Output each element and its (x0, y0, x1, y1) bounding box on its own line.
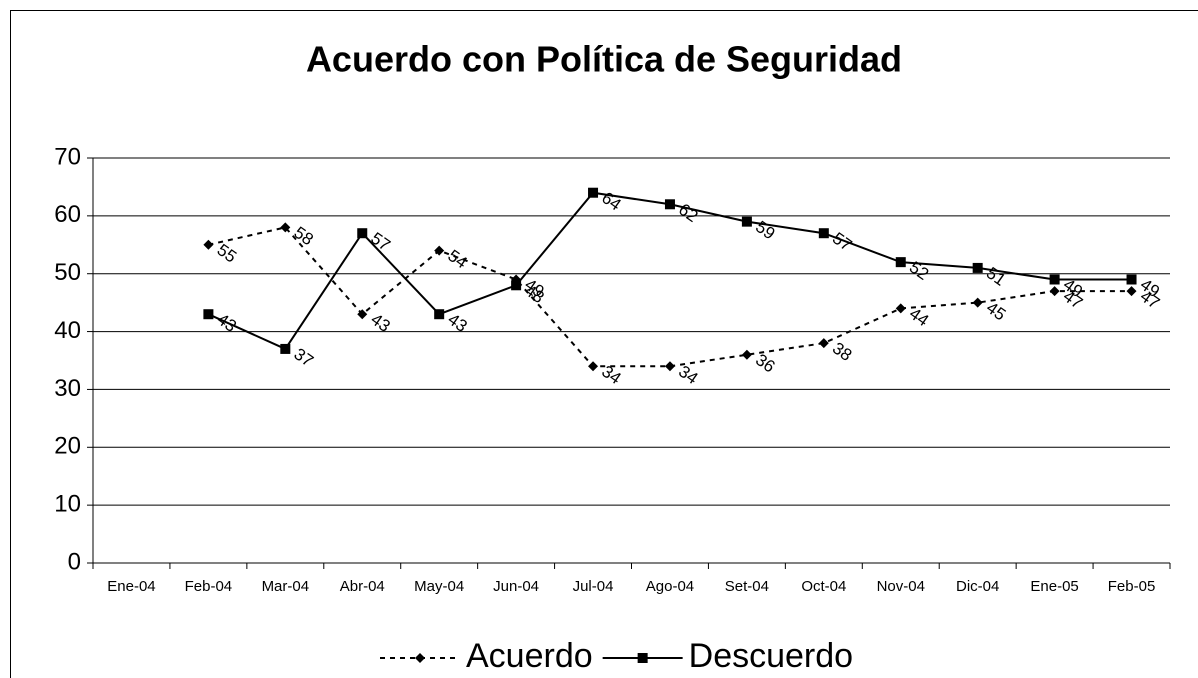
y-tick-label: 60 (54, 201, 81, 228)
point (972, 262, 983, 273)
point (741, 349, 752, 360)
x-tick-label: Mar-04 (262, 578, 310, 595)
x-tick-label: Nov-04 (877, 578, 925, 595)
point (1126, 274, 1137, 285)
y-tick-label: 50 (54, 259, 81, 286)
point (895, 257, 906, 268)
x-tick-label: Oct-04 (801, 578, 846, 595)
point (818, 228, 829, 239)
x-tick-label: Ene-04 (107, 578, 155, 595)
point (664, 361, 675, 372)
point (1049, 286, 1060, 297)
point (972, 297, 983, 308)
x-tick-label: Abr-04 (340, 578, 385, 595)
x-tick-label: Ene-05 (1030, 578, 1078, 595)
y-tick-label: 70 (54, 143, 81, 170)
point (511, 280, 522, 291)
legend-label: Descuerdo (689, 637, 853, 675)
chart-title: Acuerdo con Política de Seguridad (306, 39, 902, 80)
y-tick-label: 30 (54, 375, 81, 402)
x-tick-label: Ago-04 (646, 578, 694, 595)
x-tick-label: Set-04 (725, 578, 769, 595)
point (434, 309, 445, 320)
x-tick-label: Jun-04 (493, 578, 539, 595)
point (434, 245, 445, 256)
legend-label: Acuerdo (466, 637, 593, 675)
y-tick-label: 20 (54, 433, 81, 460)
x-tick-label: Feb-04 (185, 578, 233, 595)
point (1126, 286, 1137, 297)
y-tick-label: 40 (54, 317, 81, 344)
x-tick-label: Dic-04 (956, 578, 999, 595)
point (357, 309, 368, 320)
point (588, 187, 599, 198)
x-tick-label: Jul-04 (573, 578, 614, 595)
y-tick-label: 0 (68, 548, 81, 575)
legend-marker (415, 653, 425, 663)
y-tick-label: 10 (54, 490, 81, 517)
point (280, 222, 291, 233)
point (1049, 274, 1060, 285)
point (664, 199, 675, 210)
legend-marker (637, 653, 648, 663)
point (895, 303, 906, 314)
point (741, 216, 752, 227)
x-tick-label: Feb-05 (1108, 578, 1156, 595)
point (203, 239, 214, 250)
point (203, 309, 214, 320)
x-tick-label: May-04 (414, 578, 464, 595)
chart-frame (10, 10, 1198, 678)
point (357, 228, 368, 239)
point (588, 361, 599, 372)
point (280, 343, 291, 354)
point (818, 338, 829, 349)
